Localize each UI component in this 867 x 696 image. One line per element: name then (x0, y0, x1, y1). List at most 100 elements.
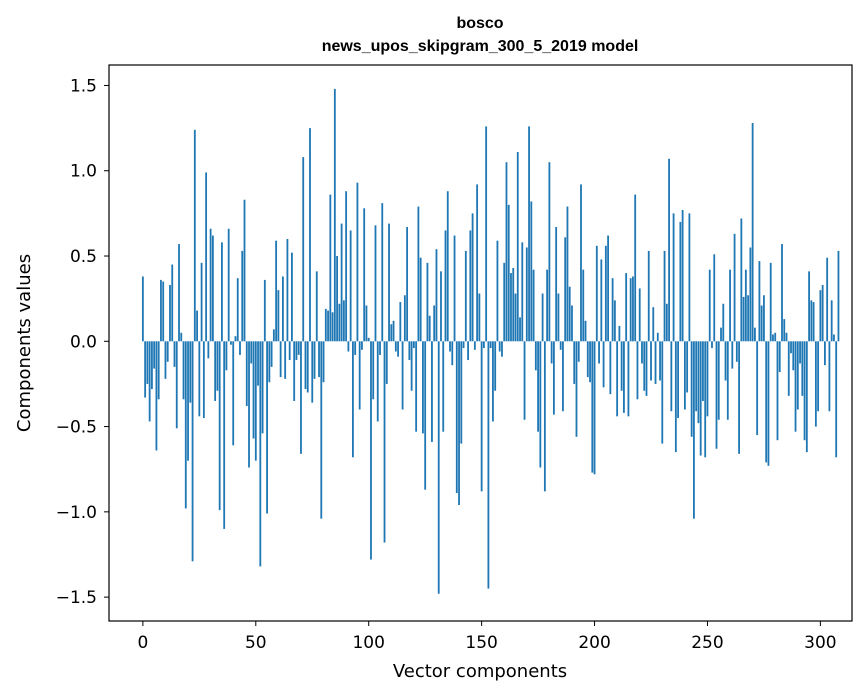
bar (284, 341, 287, 379)
bar (164, 341, 167, 379)
bar (699, 341, 702, 456)
bar (742, 296, 745, 342)
bar (634, 194, 637, 342)
bar (180, 332, 183, 342)
bar (196, 310, 198, 342)
bar (724, 341, 727, 381)
bar (532, 269, 535, 342)
bar (383, 341, 386, 543)
bar (281, 276, 284, 342)
bar (586, 341, 589, 378)
bar (672, 213, 675, 342)
bar (453, 235, 456, 342)
bar (749, 247, 752, 342)
bar (248, 341, 250, 468)
bar (625, 273, 628, 342)
bar (695, 341, 698, 412)
bar (385, 341, 388, 384)
bar (706, 341, 709, 417)
bar (354, 341, 357, 355)
bar (555, 227, 558, 342)
bar (254, 341, 257, 461)
bar (801, 341, 804, 396)
bar (751, 122, 754, 342)
bar (342, 300, 345, 342)
bar (221, 242, 223, 342)
bar (595, 245, 598, 342)
bar (476, 184, 479, 342)
bar (230, 341, 232, 345)
bar (629, 278, 632, 342)
bar (202, 341, 205, 419)
bar (591, 341, 594, 473)
bar (577, 341, 580, 362)
bar (234, 336, 237, 342)
bar (722, 303, 725, 342)
bar (833, 334, 835, 342)
bar (661, 341, 664, 444)
bar (379, 341, 381, 355)
bar (735, 341, 738, 362)
bar (300, 341, 302, 454)
bar (613, 300, 616, 342)
bar-series (141, 88, 840, 594)
bar (365, 305, 368, 342)
bar (318, 341, 320, 378)
bar (151, 341, 153, 390)
bar (403, 295, 406, 342)
bar (799, 341, 801, 364)
bar (462, 341, 465, 349)
bar (207, 341, 210, 359)
bar (261, 341, 264, 434)
bar (419, 257, 422, 342)
bar (783, 319, 786, 342)
bar (519, 317, 521, 342)
bar (279, 341, 282, 378)
bar (372, 341, 375, 400)
bar (162, 281, 165, 342)
bar (431, 341, 433, 442)
bar (492, 341, 494, 422)
bar (302, 157, 305, 342)
bar (358, 341, 361, 410)
bar (679, 221, 682, 342)
bar (582, 269, 585, 342)
bar (148, 341, 151, 422)
bar (704, 341, 707, 458)
bar (537, 341, 539, 432)
bar (252, 341, 255, 439)
bar (713, 254, 716, 342)
bar (785, 332, 788, 342)
bar (697, 341, 700, 424)
bar (363, 208, 366, 342)
y-axis-label: Components values (14, 254, 35, 432)
bar (489, 341, 492, 349)
bar (650, 341, 652, 381)
bar (293, 341, 296, 401)
bar (571, 305, 573, 342)
y-tick-label: 0.0 (70, 332, 97, 352)
bar (688, 213, 691, 342)
bar (835, 341, 838, 458)
x-tick-label: 100 (352, 633, 384, 653)
bar (347, 341, 350, 352)
x-tick-label: 150 (465, 633, 497, 653)
bar (763, 295, 765, 342)
bar (792, 341, 795, 371)
bar (559, 341, 562, 350)
bar (828, 341, 831, 412)
y-tick-label: 0.5 (70, 247, 97, 267)
bar (214, 341, 217, 401)
bar (193, 129, 196, 342)
bar (693, 341, 695, 519)
bar (717, 341, 720, 420)
bar (442, 341, 445, 432)
bar (306, 341, 309, 393)
bar (654, 341, 657, 384)
bar (826, 257, 829, 342)
bar (505, 162, 508, 342)
bar (449, 341, 451, 352)
bar (433, 305, 436, 342)
bar (830, 300, 833, 342)
